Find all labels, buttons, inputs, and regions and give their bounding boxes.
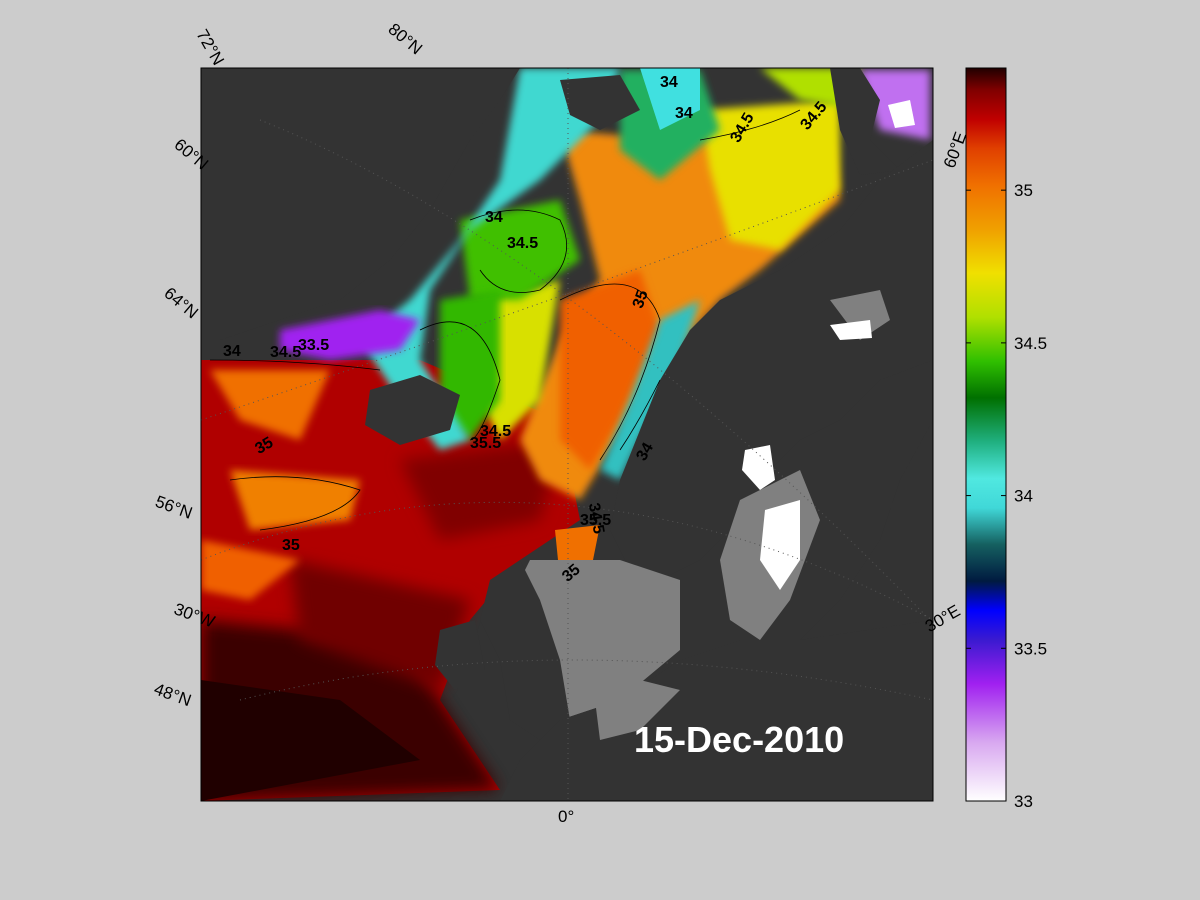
contour-label: 34 bbox=[223, 343, 241, 360]
date-stamp: 15-Dec-2010 bbox=[634, 719, 844, 760]
colorbar-tick-label: 34.5 bbox=[1014, 334, 1047, 353]
colorbar-tick-label: 33.5 bbox=[1014, 639, 1047, 658]
contour-label: 35.5 bbox=[470, 435, 501, 452]
contour-label: 34 bbox=[633, 440, 657, 464]
lat-label-48n: 48°N bbox=[152, 679, 194, 710]
lat-label-80n: 80°N bbox=[385, 19, 426, 58]
colorbar-tick-label: 34 bbox=[1014, 487, 1033, 506]
lat-label-56n: 56°N bbox=[153, 492, 195, 523]
landmasses bbox=[201, 68, 933, 801]
contour-label: 35 bbox=[282, 537, 300, 554]
contour-label: 35 bbox=[630, 288, 652, 311]
contour-label: 34.5 bbox=[270, 344, 301, 361]
map-frame bbox=[200, 67, 934, 802]
contour-label: 34 bbox=[675, 105, 693, 122]
colorbar-tick-label: 35 bbox=[1014, 181, 1033, 200]
graticule bbox=[201, 68, 933, 801]
contour-label: 34.5 bbox=[507, 235, 538, 252]
colorbar-ramp bbox=[965, 67, 1007, 802]
contour-label: 34 bbox=[485, 209, 503, 226]
contour-label: 33.5 bbox=[298, 337, 329, 354]
contour-label: 35 bbox=[252, 434, 276, 458]
lat-label-64n: 64°N bbox=[160, 284, 201, 323]
lat-label-72n: 72°N bbox=[192, 26, 227, 68]
colorbar-tick-label: 33 bbox=[1014, 792, 1033, 811]
salinity-field bbox=[201, 68, 930, 801]
contour-label: 35.5 bbox=[580, 512, 611, 529]
colorbar-ticks: 33 33.5 34 34.5 35 bbox=[966, 181, 1047, 811]
colorbar: 33 33.5 34 34.5 35 bbox=[965, 67, 1047, 811]
contour-lines bbox=[209, 109, 801, 531]
contour-label: 34.5 bbox=[480, 423, 511, 440]
contour-label: 34 bbox=[660, 74, 678, 91]
contour-label: 34.5 bbox=[585, 502, 607, 536]
map-panel: 34 34 34.5 34.5 34 34.5 35 34 34.5 33.5 … bbox=[201, 68, 933, 801]
lon-label-0: 0° bbox=[558, 807, 574, 826]
